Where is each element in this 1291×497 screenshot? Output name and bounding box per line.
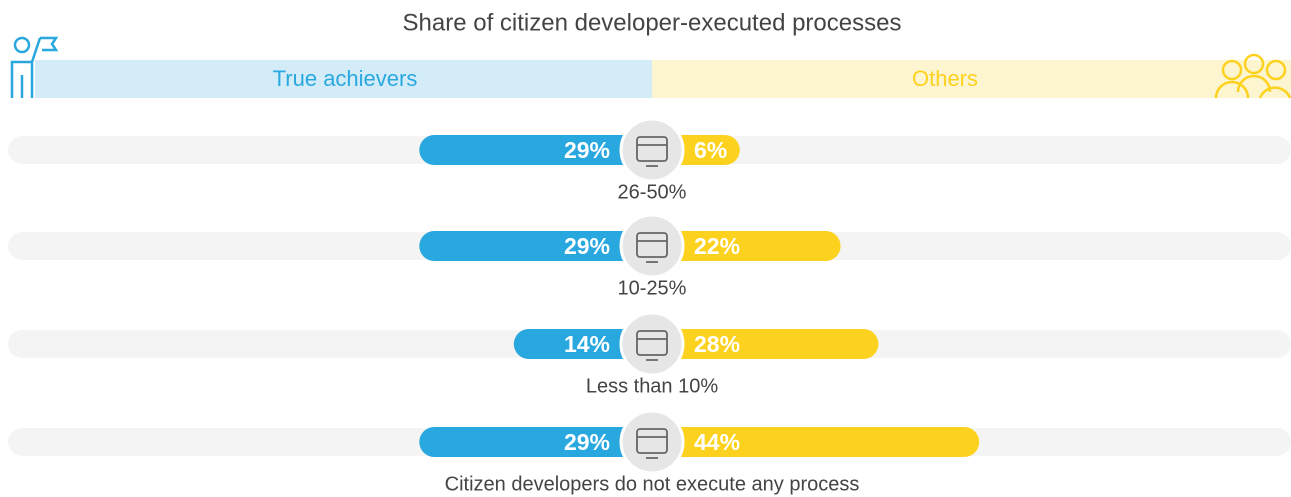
icon xyxy=(637,240,667,263)
category-label: Citizen developers do not execute any pr… xyxy=(445,473,860,495)
icon xyxy=(637,436,667,459)
bar xyxy=(652,231,841,261)
bar xyxy=(652,427,980,457)
value-label: 14% xyxy=(564,331,610,357)
legend-band-right xyxy=(652,60,1291,98)
icon xyxy=(636,232,668,258)
icon xyxy=(637,338,667,361)
bar xyxy=(419,427,652,457)
bar xyxy=(419,231,652,261)
icon-circle xyxy=(619,311,685,377)
chart-title: Share of citizen developer-executed proc… xyxy=(403,9,902,36)
icon xyxy=(636,330,668,356)
category-label: 10-25% xyxy=(618,277,687,299)
value-label: 29% xyxy=(564,233,610,259)
value-label: 28% xyxy=(694,331,740,357)
bar xyxy=(652,329,879,359)
others-icon xyxy=(1214,53,1291,99)
icon xyxy=(636,136,668,162)
bar xyxy=(419,135,652,165)
value-label: 29% xyxy=(564,137,610,163)
icon-circle xyxy=(619,213,685,279)
legend-band-left xyxy=(35,60,652,98)
achiever-icon xyxy=(10,36,59,98)
icon-circle xyxy=(619,409,685,475)
category-label: 26-50% xyxy=(618,181,687,203)
value-label: 6% xyxy=(694,137,727,163)
icon-circle xyxy=(619,117,685,183)
category-label: Less than 10% xyxy=(586,375,719,397)
bar xyxy=(513,329,652,359)
legend-label: Others xyxy=(912,66,978,91)
legend-label: True achievers xyxy=(273,66,418,91)
value-label: 22% xyxy=(694,233,740,259)
icon xyxy=(636,428,668,454)
value-label: 44% xyxy=(694,429,740,455)
value-label: 29% xyxy=(564,429,610,455)
icon xyxy=(637,144,667,167)
